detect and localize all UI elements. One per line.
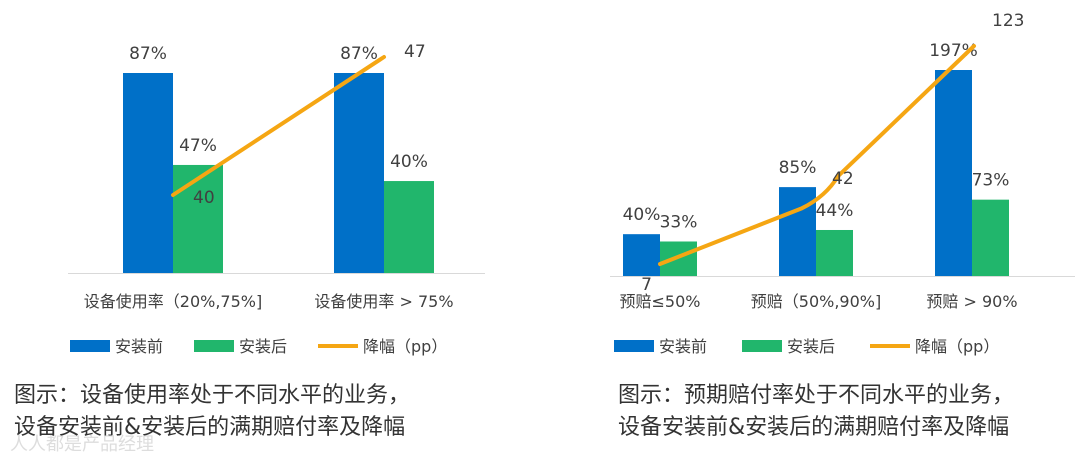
bar-before-label: 87%	[340, 44, 378, 64]
legend-label-decline: 降幅（pp）	[363, 337, 447, 356]
bar-before-label: 87%	[129, 44, 167, 64]
category-label: 设备使用率（20%,75%]	[84, 292, 262, 311]
bar-after-label: 33%	[660, 212, 698, 232]
category-label: 设备使用率 > 75%	[314, 292, 453, 311]
decline-line-label: 123	[992, 11, 1024, 31]
bar-after-label: 44%	[816, 201, 854, 221]
bar-before-label: 40%	[623, 205, 661, 225]
legend-swatch-before	[614, 340, 654, 352]
caption-line-1: 图示：设备使用率处于不同水平的业务，	[14, 383, 411, 408]
bar-before	[123, 73, 173, 273]
caption-right: 图示：预期赔付率处于不同水平的业务， 设备安装前&安装后的满期赔付率及降幅	[618, 380, 1014, 444]
bar-after	[384, 181, 434, 273]
bar-after	[972, 199, 1009, 276]
bar-before	[935, 70, 972, 276]
chart-panel-right: 40% 85% 197% 33% 44% 73% 预赔≤50% 预赔（50%,90%] 预赔 >…	[540, 0, 1080, 464]
decline-line-label: 47	[404, 42, 426, 62]
category-label: 预赔≤50%	[620, 292, 701, 311]
decline-line-label: 42	[832, 169, 854, 189]
bar-after-label: 47%	[179, 136, 217, 156]
bar-before	[334, 73, 384, 273]
caption-line-2: 设备安装前&安装后的满期赔付率及降幅	[618, 415, 1010, 440]
legend-label-before: 安装前	[659, 337, 707, 356]
decline-line-label: 7	[641, 275, 652, 295]
category-label: 预赔（50%,90%]	[751, 292, 881, 311]
bar-after-label: 73%	[972, 171, 1010, 191]
legend-label-after: 安装后	[787, 337, 835, 356]
chart-panel-left: 87% 87% 47% 40% 设备使用率（20%,75%] 设备使用率 > 75% 40 4…	[10, 42, 485, 455]
category-label: 预赔 > 90%	[926, 292, 1017, 311]
legend-label-before: 安装前	[115, 337, 163, 356]
bar-after	[173, 164, 223, 273]
bar-after-label: 40%	[390, 152, 428, 172]
bar-after	[816, 229, 853, 276]
legend-swatch-after	[194, 340, 234, 352]
legend-label-decline: 降幅（pp）	[915, 337, 999, 356]
caption-line-2: 设备安装前&安装后的满期赔付率及降幅	[14, 415, 406, 440]
bar-before-label: 85%	[779, 158, 817, 178]
legend-swatch-after	[742, 340, 782, 352]
legend-label-after: 安装后	[239, 337, 287, 356]
chart-left: 87% 87% 47% 40% 设备使用率（20%,75%] 设备使用率 > 75% 40 4…	[68, 42, 485, 356]
bar-before	[623, 234, 660, 276]
decline-line	[171, 55, 386, 197]
chart-right: 40%85%197%33%44%73%预赔≤50% 预赔（50%,90%] 预赔 >…	[610, 11, 1075, 356]
decline-line	[658, 44, 976, 266]
decline-line-label: 40	[193, 188, 215, 208]
bar-before	[779, 187, 816, 276]
legend-swatch-before	[70, 340, 110, 352]
watermark: 人人都是产品经理	[10, 434, 154, 455]
caption-left: 图示：设备使用率处于不同水平的业务， 设备安装前&安装后的满期赔付率及降幅	[14, 380, 410, 444]
caption-line-1: 图示：预期赔付率处于不同水平的业务，	[618, 383, 1015, 408]
